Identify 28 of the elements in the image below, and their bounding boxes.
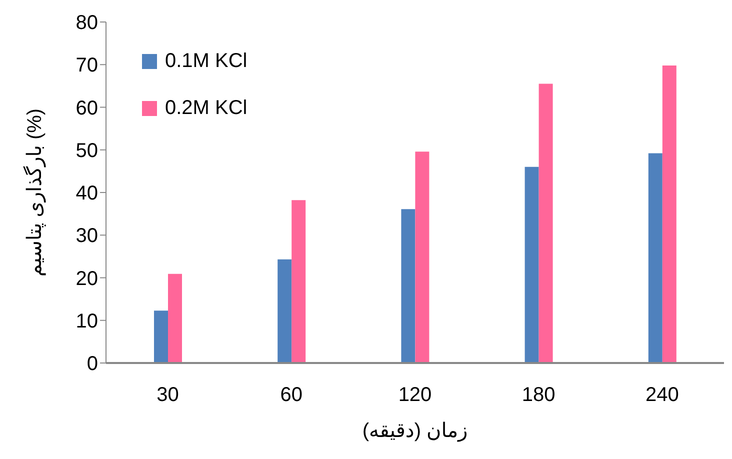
y-tick-label: 70 [76, 54, 98, 77]
legend-label: 0.1M KCl [165, 50, 248, 73]
y-tick-label: 10 [76, 310, 98, 332]
y-axis-title: بارگذاری پتاسیم (%) [23, 108, 46, 277]
y-tick-label: 60 [76, 97, 98, 120]
bar [415, 152, 430, 363]
x-axis-title: زمان (دقیقه) [362, 420, 468, 442]
x-tick-label: 120 [398, 384, 432, 406]
bar [154, 310, 168, 363]
bar [292, 200, 306, 363]
bar [648, 153, 662, 363]
y-tick-label: 40 [76, 182, 98, 205]
x-tick-label: 60 [280, 384, 303, 406]
y-tick-label: 30 [76, 225, 98, 248]
bar [278, 259, 292, 363]
bar [538, 84, 553, 363]
x-tick-label: 240 [646, 384, 679, 406]
bar [662, 65, 676, 363]
legend-label: 0.2M KCl [165, 97, 248, 120]
x-tick-label: 180 [522, 384, 556, 406]
y-tick-label: 50 [76, 140, 98, 162]
x-tick-label: 30 [156, 384, 179, 406]
bar [401, 209, 416, 363]
bar [168, 274, 182, 363]
y-tick-label: 20 [76, 268, 98, 290]
y-tick-label: 80 [76, 12, 98, 34]
y-tick-label: 0 [86, 353, 98, 376]
bar [524, 166, 539, 363]
